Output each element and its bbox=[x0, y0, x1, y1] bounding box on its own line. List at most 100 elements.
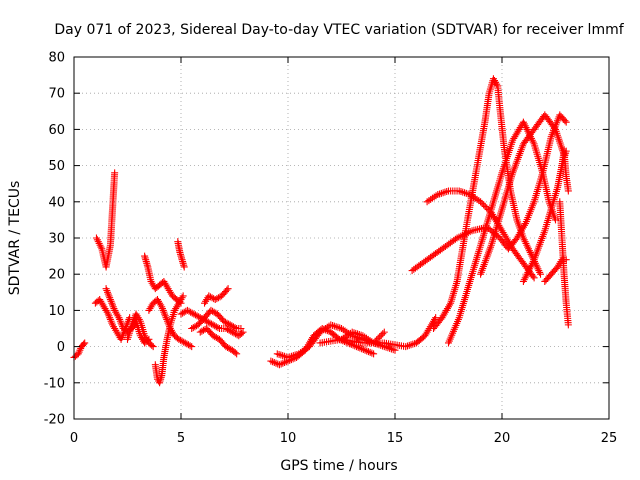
series-arc-11 bbox=[188, 306, 245, 332]
data-point bbox=[471, 194, 479, 202]
data-point bbox=[480, 201, 488, 209]
data-point bbox=[477, 198, 485, 206]
y-tick-label: 10 bbox=[48, 304, 65, 319]
data-point bbox=[188, 343, 196, 351]
data-point bbox=[370, 350, 378, 358]
data-point bbox=[180, 263, 188, 271]
data-point bbox=[80, 340, 88, 348]
data-point bbox=[149, 343, 157, 351]
data-point bbox=[288, 352, 296, 360]
data-point bbox=[529, 272, 537, 280]
x-tick-label: 25 bbox=[601, 431, 618, 446]
data-point bbox=[223, 286, 231, 294]
data-point bbox=[550, 124, 558, 132]
series-arc-08 bbox=[145, 296, 196, 351]
series-arc-01 bbox=[70, 339, 89, 361]
data-point bbox=[376, 333, 384, 341]
data-point bbox=[208, 294, 216, 302]
data-point bbox=[210, 308, 218, 316]
data-point bbox=[552, 216, 559, 224]
data-point bbox=[180, 308, 188, 316]
data-point bbox=[379, 330, 387, 338]
data-point bbox=[224, 285, 232, 293]
data-point bbox=[562, 118, 570, 126]
data-point bbox=[368, 349, 376, 357]
series-arc-05 bbox=[124, 310, 157, 351]
data-point bbox=[363, 347, 371, 355]
x-tick-label: 10 bbox=[280, 431, 297, 446]
data-point bbox=[212, 334, 220, 342]
data-point bbox=[373, 336, 381, 344]
data-point bbox=[298, 347, 306, 355]
x-tick-label: 20 bbox=[494, 431, 511, 446]
data-point bbox=[231, 324, 239, 332]
data-points bbox=[70, 75, 572, 387]
data-point bbox=[459, 188, 467, 196]
series-arc-13 bbox=[196, 325, 241, 358]
data-point bbox=[427, 195, 435, 203]
data-point bbox=[320, 326, 328, 334]
data-point bbox=[272, 359, 280, 367]
data-point bbox=[564, 321, 572, 329]
data-point bbox=[275, 350, 283, 358]
data-point bbox=[407, 341, 415, 349]
y-tick-label: 70 bbox=[48, 87, 65, 102]
y-tick-label: 80 bbox=[48, 51, 65, 66]
data-point bbox=[352, 329, 360, 337]
data-point bbox=[347, 340, 355, 348]
data-point bbox=[191, 323, 199, 331]
data-point bbox=[366, 348, 374, 356]
data-point bbox=[464, 190, 472, 198]
data-point bbox=[179, 292, 187, 300]
data-point bbox=[405, 341, 413, 349]
data-point bbox=[364, 335, 372, 343]
data-point bbox=[403, 342, 411, 350]
data-point bbox=[267, 357, 275, 365]
data-point bbox=[439, 189, 447, 197]
data-point bbox=[483, 204, 491, 212]
x-tick-label: 5 bbox=[177, 431, 185, 446]
data-point bbox=[361, 346, 369, 354]
series-arc-06 bbox=[141, 252, 185, 307]
data-point bbox=[239, 328, 247, 336]
y-tick-label: 50 bbox=[48, 159, 65, 174]
data-point bbox=[293, 350, 301, 358]
data-point bbox=[359, 332, 367, 340]
x-tick-label: 15 bbox=[387, 431, 404, 446]
series-arc-20 bbox=[423, 187, 538, 282]
data-point bbox=[481, 202, 489, 210]
data-point bbox=[436, 190, 444, 198]
data-point bbox=[386, 344, 394, 352]
data-point bbox=[338, 325, 345, 332]
data-point bbox=[332, 323, 340, 331]
data-point bbox=[269, 358, 277, 366]
ticks: -20 -10 0 10 20 30 40 50 60 70 80 0 5 10 15 20 25 bbox=[44, 51, 618, 447]
y-tick-label: 20 bbox=[48, 268, 65, 283]
data-point bbox=[537, 270, 545, 278]
data-point bbox=[231, 349, 239, 357]
data-point bbox=[237, 325, 245, 332]
series-arc-26 bbox=[558, 147, 572, 195]
data-point bbox=[336, 324, 344, 332]
data-point bbox=[437, 189, 445, 197]
data-point bbox=[284, 353, 292, 361]
data-point bbox=[530, 274, 538, 282]
series-arc-12 bbox=[201, 285, 232, 307]
data-point bbox=[384, 344, 392, 352]
data-point bbox=[330, 322, 338, 330]
data-point bbox=[461, 189, 469, 197]
y-tick-label: 30 bbox=[48, 232, 65, 247]
x-tick-label: 0 bbox=[70, 431, 78, 446]
y-tick-label: 0 bbox=[57, 340, 65, 355]
data-point bbox=[273, 350, 281, 358]
data-point bbox=[277, 360, 285, 368]
data-point bbox=[377, 331, 385, 339]
data-point bbox=[186, 342, 194, 350]
data-point bbox=[279, 352, 287, 360]
data-point bbox=[214, 324, 222, 332]
y-tick-label: -20 bbox=[44, 413, 65, 428]
data-point bbox=[233, 350, 241, 358]
data-point bbox=[349, 341, 357, 349]
data-point bbox=[380, 328, 388, 336]
